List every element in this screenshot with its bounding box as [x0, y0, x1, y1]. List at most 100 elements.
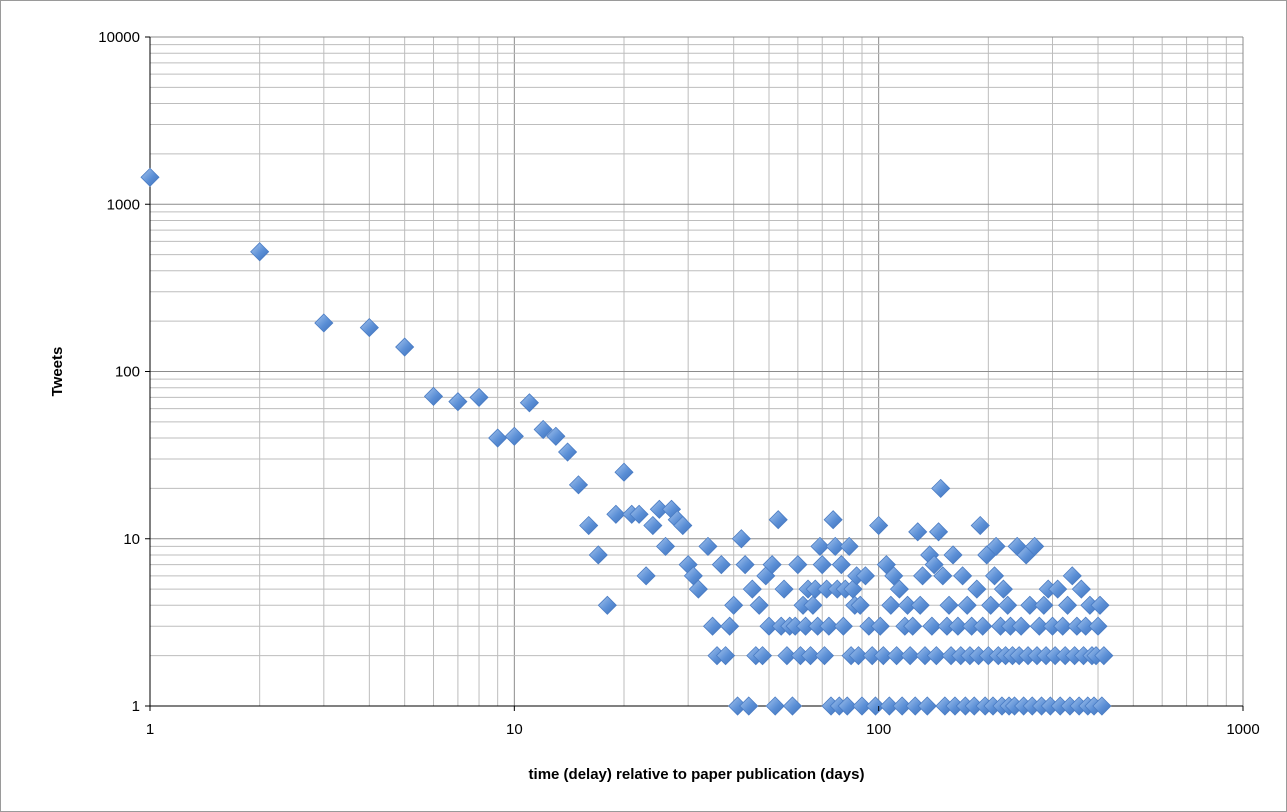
- data-point: [1058, 595, 1078, 615]
- data-point: [986, 536, 1006, 556]
- data-point: [957, 595, 977, 615]
- data-point: [1088, 616, 1108, 636]
- x-tick-label: 100: [866, 721, 891, 738]
- data-point: [917, 696, 937, 716]
- data-point: [825, 536, 845, 556]
- data-point: [1092, 696, 1112, 716]
- data-point: [720, 616, 740, 636]
- data-point: [948, 616, 968, 636]
- data-point: [1071, 579, 1091, 599]
- y-tick-label: 1000: [107, 196, 140, 213]
- y-tick-label: 10: [123, 531, 140, 548]
- data-point: [606, 504, 626, 524]
- data-point: [643, 515, 663, 536]
- data-point: [739, 696, 759, 716]
- data-point: [752, 646, 773, 666]
- data-point: [848, 646, 869, 666]
- y-tick-label: 100: [115, 364, 140, 381]
- data-point: [819, 616, 839, 636]
- data-point: [812, 555, 832, 575]
- data-point: [928, 522, 949, 542]
- data-point: [1011, 616, 1031, 636]
- data-point: [800, 646, 821, 666]
- data-point: [558, 442, 578, 462]
- data-point: [655, 536, 676, 556]
- data-point: [568, 475, 589, 495]
- data-point: [933, 566, 953, 586]
- data-point: [765, 696, 785, 716]
- data-point: [837, 696, 857, 716]
- data-point: [833, 616, 853, 636]
- data-point: [140, 167, 160, 187]
- data-point: [970, 515, 990, 536]
- data-point: [711, 555, 731, 575]
- data-point: [629, 504, 649, 524]
- data-point: [931, 478, 951, 498]
- data-point: [973, 616, 993, 636]
- data-point: [839, 536, 859, 556]
- data-point: [814, 646, 835, 666]
- data-point: [762, 555, 782, 575]
- data-point: [810, 536, 830, 556]
- data-point: [533, 419, 553, 440]
- data-point: [803, 595, 823, 615]
- data-point: [869, 515, 889, 536]
- data-point: [359, 318, 379, 338]
- data-point: [873, 646, 893, 666]
- data-point: [924, 555, 944, 575]
- data-point: [749, 595, 769, 615]
- data-point: [448, 392, 468, 412]
- data-point: [731, 529, 751, 549]
- x-axis-title: time (delay) relative to paper publicati…: [529, 766, 865, 783]
- data-point: [823, 510, 843, 530]
- data-point: [774, 579, 794, 599]
- data-point: [688, 579, 708, 599]
- data-point: [926, 646, 946, 666]
- data-point: [1090, 595, 1110, 615]
- data-point: [546, 426, 566, 446]
- data-point: [1053, 616, 1073, 636]
- data-point: [724, 595, 744, 615]
- data-point: [900, 646, 920, 666]
- grid: [149, 36, 1244, 707]
- data-point: [903, 616, 923, 636]
- data-point: [998, 595, 1018, 615]
- data-point: [913, 566, 933, 586]
- data-point: [1034, 595, 1054, 615]
- data-point: [716, 646, 736, 666]
- data-point: [588, 545, 608, 565]
- data-point: [788, 555, 808, 575]
- y-tick-label: 1: [132, 698, 140, 715]
- data-point: [879, 696, 899, 716]
- data-point: [939, 595, 959, 615]
- x-tick-label: 1: [146, 721, 154, 738]
- data-point: [852, 696, 872, 716]
- data-point: [908, 522, 928, 542]
- data-point: [614, 462, 634, 482]
- data-point: [469, 387, 489, 407]
- data-points: [140, 167, 1114, 716]
- x-tick-label: 10: [506, 721, 523, 738]
- data-point: [922, 616, 942, 636]
- data-point: [742, 579, 762, 599]
- data-point: [597, 595, 617, 615]
- x-tick-label: 1000: [1226, 721, 1259, 738]
- data-point: [897, 595, 918, 615]
- data-point: [768, 510, 788, 530]
- data-point: [881, 595, 901, 615]
- data-point: [698, 536, 718, 556]
- y-axis-title: Tweets: [49, 347, 66, 397]
- y-tick-label: 10000: [98, 29, 140, 46]
- data-point: [984, 566, 1005, 586]
- data-point: [993, 579, 1013, 599]
- data-point: [953, 566, 973, 586]
- data-point: [488, 428, 508, 448]
- data-point: [967, 579, 987, 599]
- data-point: [1048, 579, 1068, 599]
- data-point: [1094, 646, 1114, 666]
- data-point: [892, 696, 912, 716]
